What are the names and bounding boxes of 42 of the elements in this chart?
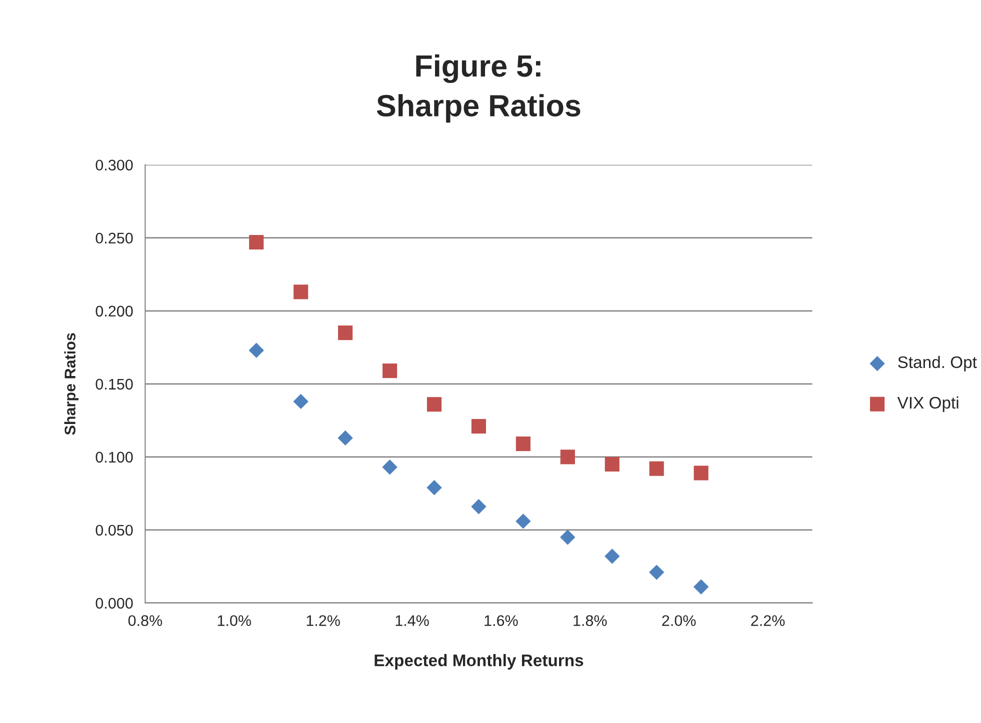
x-tick-label: 1.8%	[574, 615, 607, 626]
point	[516, 514, 531, 529]
chart-title: Figure 5: Sharpe Ratios	[376, 54, 580, 123]
point	[294, 284, 308, 300]
y-tick-label: 0.300	[96, 160, 133, 171]
point	[338, 326, 353, 340]
point	[248, 342, 264, 358]
y-tick-label: 0.250	[96, 232, 133, 244]
point	[471, 498, 486, 514]
x-axis-title: Expected Monthly Returns	[374, 654, 584, 670]
point	[560, 450, 575, 464]
point	[338, 430, 353, 446]
y-tick-label: 0.050	[96, 524, 133, 536]
x-tick-label: 0.8%	[128, 615, 162, 626]
point	[426, 480, 442, 496]
point	[382, 363, 398, 378]
x-tick-label: 2.2%	[751, 615, 785, 626]
point	[560, 530, 576, 545]
point	[426, 397, 442, 412]
y-tick-label: 0.150	[96, 378, 133, 390]
point	[649, 461, 664, 476]
point	[471, 418, 486, 434]
x-tick-label: 1.6%	[484, 615, 518, 626]
x-tick-label: 1.4%	[396, 615, 429, 626]
y-axis-title: Sharpe Ratios	[64, 333, 78, 435]
legend-label: VIX Opti	[897, 396, 958, 412]
y-tick-label: 0.100	[96, 452, 133, 463]
x-tick-label: 1.2%	[306, 615, 340, 626]
point	[249, 234, 264, 250]
x-tick-label: 1.0%	[218, 615, 251, 626]
point	[693, 579, 709, 595]
y-tick-label: 0.200	[96, 306, 133, 317]
y-tick-label: 0.000	[96, 598, 133, 609]
point	[649, 564, 664, 580]
point	[516, 436, 530, 452]
point	[604, 548, 620, 564]
point	[604, 456, 620, 472]
point	[382, 460, 398, 475]
legend-label: Stand. Opt	[898, 356, 977, 372]
point	[293, 394, 308, 410]
x-tick-label: 2.0%	[662, 615, 696, 626]
point	[694, 466, 708, 480]
